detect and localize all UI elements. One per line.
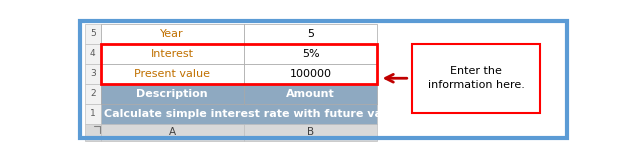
FancyBboxPatch shape xyxy=(100,24,244,44)
FancyBboxPatch shape xyxy=(244,84,377,104)
FancyBboxPatch shape xyxy=(85,124,100,141)
FancyBboxPatch shape xyxy=(244,24,377,44)
Text: 100000: 100000 xyxy=(290,69,332,79)
Text: 5: 5 xyxy=(307,29,314,39)
Text: Year: Year xyxy=(160,29,184,39)
FancyBboxPatch shape xyxy=(100,44,244,64)
Text: A: A xyxy=(168,127,176,137)
Text: Amount: Amount xyxy=(286,89,335,99)
Text: 5%: 5% xyxy=(302,49,319,59)
Text: Present value: Present value xyxy=(134,69,210,79)
FancyBboxPatch shape xyxy=(100,104,377,124)
Text: Interest: Interest xyxy=(151,49,194,59)
Text: Enter the
information here.: Enter the information here. xyxy=(428,66,524,90)
FancyBboxPatch shape xyxy=(100,124,244,141)
FancyBboxPatch shape xyxy=(85,64,100,84)
Text: Calculate simple interest rate with future value: Calculate simple interest rate with futu… xyxy=(105,109,401,119)
FancyBboxPatch shape xyxy=(244,44,377,64)
FancyBboxPatch shape xyxy=(85,24,100,44)
FancyBboxPatch shape xyxy=(100,64,244,84)
Text: 1: 1 xyxy=(90,109,96,118)
FancyBboxPatch shape xyxy=(412,44,540,113)
Text: Description: Description xyxy=(136,89,208,99)
FancyBboxPatch shape xyxy=(85,44,100,64)
Text: 3: 3 xyxy=(90,69,96,78)
FancyBboxPatch shape xyxy=(244,64,377,84)
Text: 4: 4 xyxy=(90,49,96,58)
Text: B: B xyxy=(307,127,314,137)
FancyBboxPatch shape xyxy=(244,124,377,141)
FancyBboxPatch shape xyxy=(100,84,244,104)
Text: 5: 5 xyxy=(90,29,96,38)
FancyBboxPatch shape xyxy=(85,104,100,124)
Text: 2: 2 xyxy=(90,89,96,98)
FancyBboxPatch shape xyxy=(85,84,100,104)
